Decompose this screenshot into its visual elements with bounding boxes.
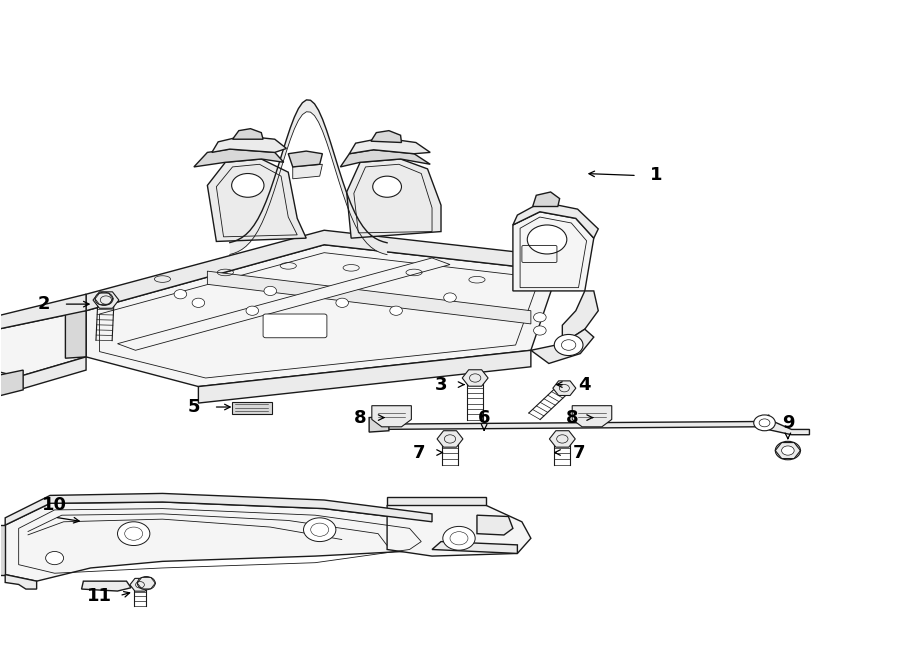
FancyBboxPatch shape [263,314,327,338]
Polygon shape [194,149,284,167]
Text: 2: 2 [38,295,50,313]
Polygon shape [387,505,531,556]
Circle shape [781,446,794,455]
Text: 1: 1 [651,167,663,184]
Circle shape [118,522,150,545]
Polygon shape [513,212,594,291]
Text: 11: 11 [87,587,112,605]
Polygon shape [86,245,558,387]
Polygon shape [207,159,306,241]
Polygon shape [549,431,575,447]
Circle shape [174,290,186,299]
Circle shape [444,293,456,302]
Polygon shape [82,581,131,591]
Text: 10: 10 [42,496,68,514]
Circle shape [300,315,312,324]
Polygon shape [755,420,809,435]
Circle shape [534,326,546,335]
Polygon shape [562,291,598,344]
Polygon shape [5,493,432,525]
Polygon shape [288,151,322,167]
Text: 7: 7 [572,444,585,461]
Polygon shape [231,402,272,414]
Text: 6: 6 [478,408,491,426]
Polygon shape [130,578,150,591]
Polygon shape [374,415,769,430]
Polygon shape [230,100,387,254]
Polygon shape [371,131,401,143]
Polygon shape [212,136,286,153]
Circle shape [264,286,276,295]
Polygon shape [346,159,441,238]
Polygon shape [0,525,5,574]
Circle shape [534,313,546,322]
Polygon shape [513,202,599,238]
Circle shape [373,176,401,197]
Circle shape [443,526,475,550]
Circle shape [554,334,583,356]
Circle shape [336,298,348,307]
Text: 8: 8 [566,408,579,426]
Polygon shape [0,294,86,330]
Polygon shape [0,311,86,377]
Circle shape [192,298,204,307]
Circle shape [46,551,64,564]
Polygon shape [19,357,86,390]
Circle shape [138,576,156,590]
Circle shape [95,292,113,305]
Polygon shape [372,406,411,427]
Text: 9: 9 [781,414,794,432]
Polygon shape [292,165,322,178]
Circle shape [231,174,264,197]
Polygon shape [437,431,463,447]
Text: 8: 8 [354,408,366,426]
Polygon shape [533,192,560,206]
Polygon shape [118,258,450,350]
Polygon shape [5,502,450,581]
Polygon shape [207,271,531,324]
Text: 7: 7 [413,444,426,461]
Polygon shape [463,369,488,386]
Polygon shape [531,329,594,364]
Circle shape [246,306,258,315]
Polygon shape [477,515,513,535]
Polygon shape [432,541,518,553]
Text: 4: 4 [579,375,591,393]
Polygon shape [0,370,23,398]
Circle shape [775,442,800,460]
Circle shape [390,306,402,315]
Circle shape [527,225,567,254]
Text: 3: 3 [435,375,447,393]
Polygon shape [93,292,119,308]
Polygon shape [232,129,263,139]
Polygon shape [340,150,430,167]
Polygon shape [572,406,612,427]
Polygon shape [5,574,37,589]
Polygon shape [66,311,86,358]
Polygon shape [349,138,430,154]
Circle shape [753,415,775,431]
Polygon shape [86,230,558,311]
Polygon shape [198,350,531,403]
Polygon shape [369,416,389,432]
Circle shape [303,518,336,541]
Text: 5: 5 [187,398,200,416]
Polygon shape [387,496,486,505]
Polygon shape [553,381,576,395]
